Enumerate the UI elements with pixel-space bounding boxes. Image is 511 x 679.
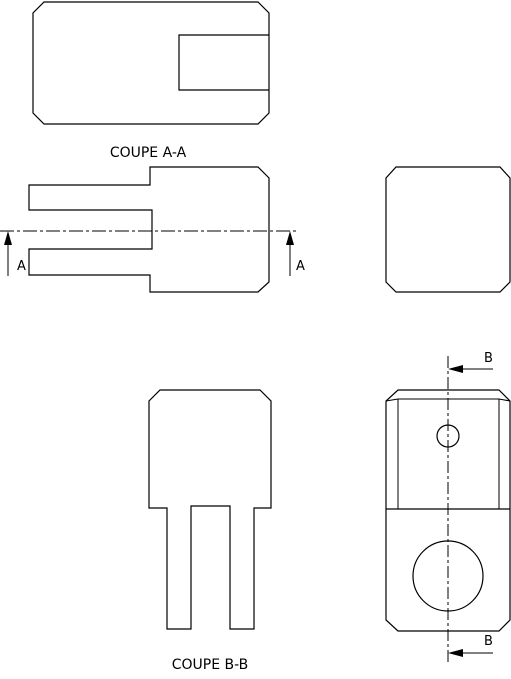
section-aa-outline xyxy=(32,1,270,125)
section-aa-title: COUPE A-A xyxy=(110,145,187,161)
section-aa-view: COUPE A-A xyxy=(32,1,270,161)
right-view: B B xyxy=(385,351,511,664)
section-bb-view: COUPE B-B xyxy=(148,389,272,673)
arrow-b-bottom-label: B xyxy=(484,634,493,649)
front-view-outline xyxy=(28,166,270,293)
section-arrow-b-bottom: B xyxy=(448,634,493,657)
front-view: A A xyxy=(0,166,305,293)
section-arrow-a-left: A xyxy=(4,231,26,276)
arrow-a-right-label: A xyxy=(296,259,305,274)
section-arrow-b-top: B xyxy=(448,351,493,373)
section-bb-outline xyxy=(148,389,272,630)
arrow-b-top-label: B xyxy=(484,351,493,366)
section-arrow-a-right: A xyxy=(286,231,305,276)
section-bb-title: COUPE B-B xyxy=(172,657,249,673)
side-view-outline xyxy=(385,166,511,293)
section-aa-slot xyxy=(178,34,269,91)
arrow-a-left-label: A xyxy=(17,259,26,274)
side-view xyxy=(385,166,511,293)
right-view-outline xyxy=(385,389,511,632)
